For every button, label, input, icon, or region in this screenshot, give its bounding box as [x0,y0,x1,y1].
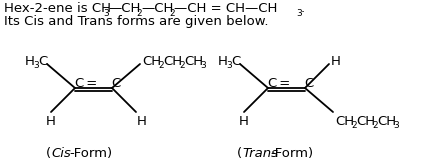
Text: 2: 2 [136,9,142,18]
Text: —CH: —CH [141,2,173,15]
Text: 3: 3 [103,9,109,18]
Text: C: C [111,77,120,90]
Text: 2: 2 [372,122,378,130]
Text: CH: CH [356,115,375,128]
Text: C: C [231,55,240,68]
Text: CH: CH [184,55,203,68]
Text: 3: 3 [393,122,399,130]
Text: 2: 2 [158,61,164,70]
Text: H: H [239,115,249,128]
Text: H: H [331,55,341,68]
Text: (: ( [237,147,242,160]
Text: 2: 2 [179,61,184,70]
Text: C: C [304,77,313,90]
Text: 3: 3 [200,61,206,70]
Text: (: ( [46,147,51,160]
Text: CH: CH [377,115,396,128]
Text: 3: 3 [226,61,232,70]
Text: Trans: Trans [242,147,278,160]
Text: 3: 3 [296,9,302,18]
Text: CH: CH [335,115,354,128]
Text: H: H [137,115,147,128]
Text: CH: CH [163,55,182,68]
Text: —CH: —CH [108,2,140,15]
Text: =: = [275,77,295,90]
Text: Its Cis and Trans forms are given below.: Its Cis and Trans forms are given below. [4,15,269,28]
Text: H: H [25,55,35,68]
Text: 2: 2 [169,9,175,18]
Text: C: C [38,55,47,68]
Text: -Form): -Form) [270,147,313,160]
Text: —CH = CH—CH: —CH = CH—CH [174,2,278,15]
Text: 3: 3 [33,61,39,70]
Text: CH: CH [142,55,161,68]
Text: 2: 2 [351,122,357,130]
Text: -Form): -Form) [69,147,112,160]
Text: C: C [267,77,276,90]
Text: =: = [82,77,102,90]
Text: Cis: Cis [51,147,71,160]
Text: H: H [218,55,228,68]
Text: .: . [301,2,305,15]
Text: H: H [46,115,56,128]
Text: Hex-2-ene is CH: Hex-2-ene is CH [4,2,111,15]
Text: C: C [74,77,83,90]
